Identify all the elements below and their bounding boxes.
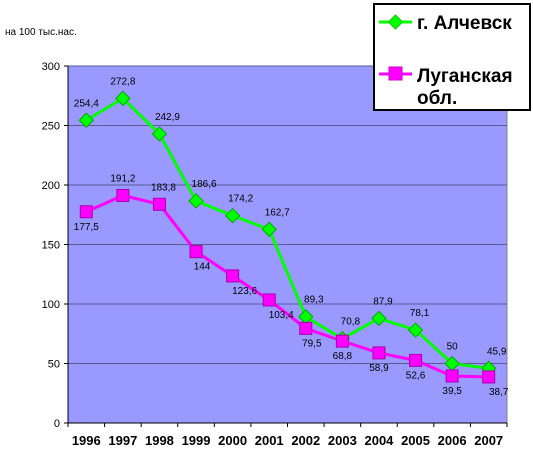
data-point-0 bbox=[407, 322, 424, 338]
data-label-1: 38,7 bbox=[489, 387, 509, 398]
data-point-0 bbox=[224, 207, 241, 224]
data-point-1 bbox=[299, 321, 313, 335]
data-label-0: 272,8 bbox=[110, 76, 135, 87]
data-point-0 bbox=[371, 310, 387, 327]
data-point-1 bbox=[372, 346, 386, 360]
data-label-0: 87,9 bbox=[373, 296, 393, 307]
data-label-0: 45,9 bbox=[487, 346, 507, 357]
legend-label-luhansk-2: обл. bbox=[417, 88, 457, 109]
data-point-1 bbox=[152, 197, 166, 211]
data-label-0: 78,1 bbox=[410, 308, 430, 319]
data-label-1: 177,5 bbox=[74, 222, 99, 233]
data-point-0 bbox=[151, 126, 168, 142]
data-point-0 bbox=[78, 112, 94, 128]
x-tick-label: 2006 bbox=[438, 433, 467, 448]
data-label-0: 70,8 bbox=[341, 317, 361, 328]
x-tick-label: 2001 bbox=[255, 433, 284, 448]
x-tick-labels: 1996 1997 1998 1999 2000 2001 2002 2003 2004 2005… bbox=[67, 423, 508, 448]
data-label-1: 39,5 bbox=[442, 386, 462, 397]
x-tick-label: 1999 bbox=[182, 433, 211, 448]
series-line-0 bbox=[85, 96, 489, 370]
data-label-1: 123,6 bbox=[232, 286, 257, 297]
data-point-1 bbox=[335, 334, 349, 348]
data-point-0 bbox=[115, 90, 131, 107]
data-point-1 bbox=[189, 245, 203, 259]
x-tick-label: 1996 bbox=[72, 433, 101, 448]
x-tick-label: 2005 bbox=[401, 433, 430, 448]
legend: г. Алчевск Луганская обл. bbox=[373, 3, 531, 111]
y-axis-unit-label: на 100 тыс.нас. bbox=[5, 27, 77, 38]
data-label-0: 242,9 bbox=[155, 112, 180, 123]
data-label-1: 52,6 bbox=[406, 370, 426, 381]
legend-marker-alchevsk bbox=[387, 14, 404, 30]
data-point-0 bbox=[261, 221, 277, 238]
data-label-1: 68,8 bbox=[333, 351, 353, 362]
x-tick-label: 1997 bbox=[108, 433, 137, 448]
data-point-1 bbox=[79, 205, 93, 219]
data-label-0: 174,2 bbox=[228, 194, 253, 205]
y-tick-label: 50 bbox=[48, 359, 60, 371]
data-label-0: 162,7 bbox=[265, 207, 290, 218]
y-tick-label: 200 bbox=[42, 180, 60, 192]
data-label-0: 50 bbox=[447, 342, 459, 353]
x-tick-label: 1998 bbox=[145, 433, 174, 448]
data-label-1: 144 bbox=[194, 262, 211, 273]
data-label-1: 191,2 bbox=[110, 173, 135, 184]
data-label-1: 58,9 bbox=[369, 363, 389, 374]
legend-marker-luhansk bbox=[388, 66, 403, 81]
y-tick-label: 0 bbox=[54, 418, 60, 430]
data-point-1 bbox=[226, 269, 240, 283]
data-point-1 bbox=[445, 369, 459, 383]
data-point-1 bbox=[409, 353, 423, 367]
x-tick-label: 2000 bbox=[218, 433, 247, 448]
data-label-1: 79,5 bbox=[302, 338, 322, 349]
x-tick-label: 2003 bbox=[328, 433, 357, 448]
y-tick-label: 300 bbox=[42, 61, 60, 73]
data-labels: 254,4 272,8 242,9 186,6 174,2 162,7 89,3 70,8 87… bbox=[74, 76, 509, 398]
data-point-0 bbox=[188, 193, 204, 209]
legend-label-luhansk-1: Луганская bbox=[417, 66, 513, 87]
data-point-1 bbox=[482, 370, 496, 384]
series bbox=[78, 90, 497, 384]
data-label-0: 254,4 bbox=[74, 98, 99, 109]
y-tick-label: 250 bbox=[42, 121, 60, 133]
y-tick-label: 150 bbox=[42, 240, 60, 252]
y-tick-labels: 0 50 100 150 200 250 300 bbox=[42, 61, 60, 430]
data-label-1: 183,8 bbox=[151, 182, 176, 193]
x-tick-label: 2007 bbox=[474, 433, 503, 448]
data-point-1 bbox=[116, 188, 130, 202]
legend-label-alchevsk: г. Алчевск bbox=[417, 13, 512, 34]
data-label-1: 103,4 bbox=[269, 310, 294, 321]
data-label-0: 186,6 bbox=[192, 179, 217, 190]
data-point-1 bbox=[262, 293, 276, 307]
data-label-0: 89,3 bbox=[304, 295, 324, 306]
x-tick-label: 2002 bbox=[291, 433, 320, 448]
y-tick-label: 100 bbox=[42, 299, 60, 311]
x-tick-label: 2004 bbox=[364, 433, 394, 448]
